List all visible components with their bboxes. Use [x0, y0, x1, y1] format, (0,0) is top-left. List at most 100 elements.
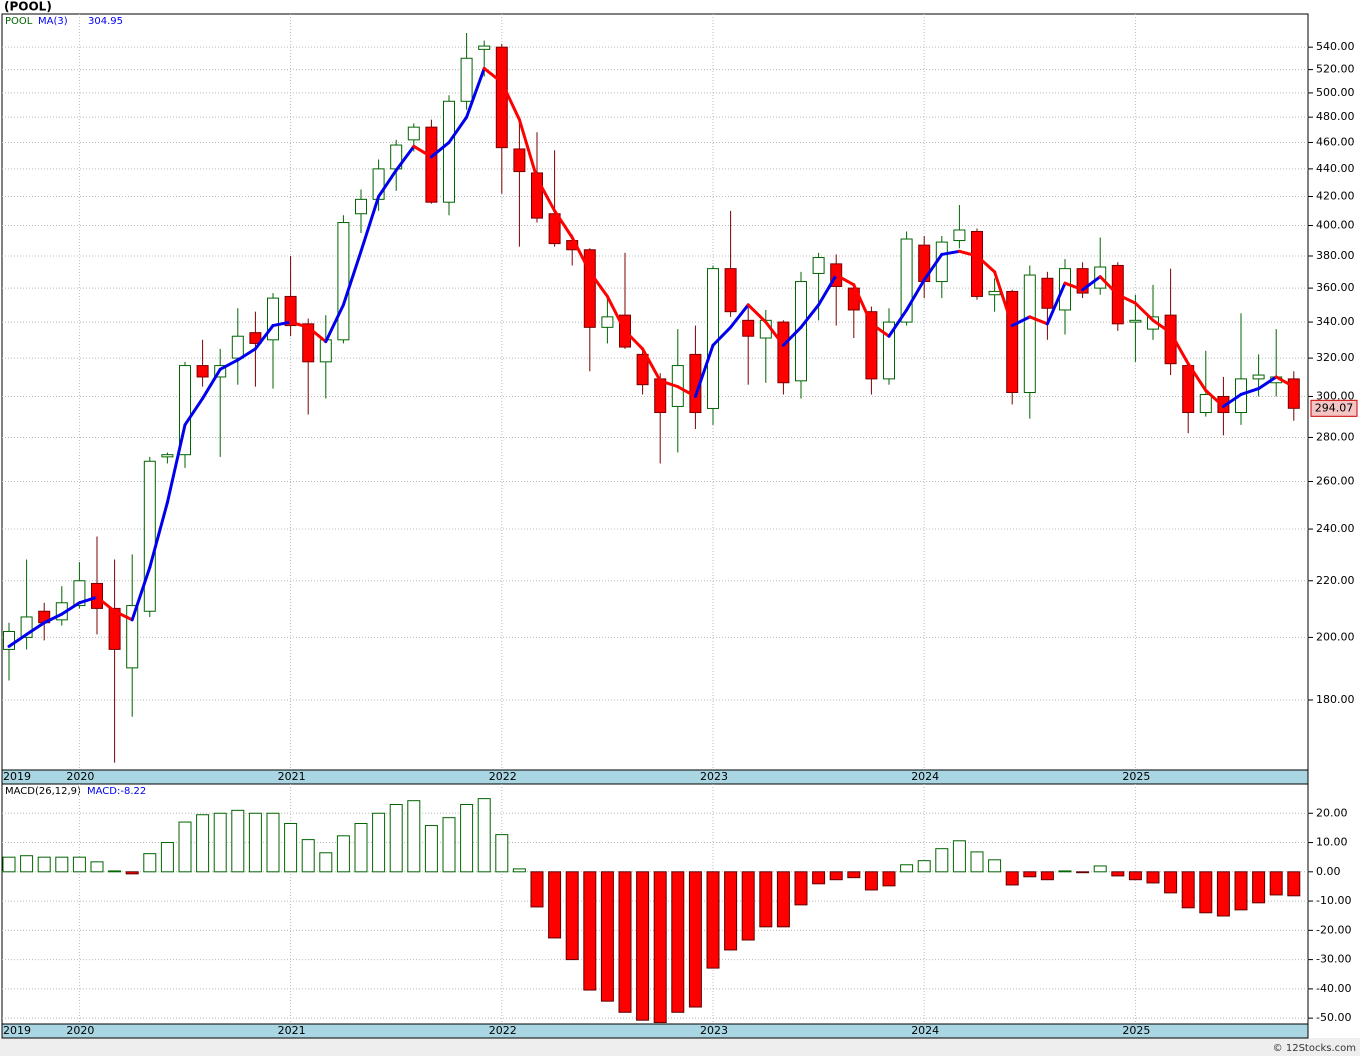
- candle-body: [179, 365, 191, 456]
- candle-body: [707, 268, 719, 409]
- macd-bar: [231, 809, 245, 873]
- ma-line: [1151, 318, 1173, 335]
- ma-line: [729, 303, 750, 329]
- macd-bar: [72, 856, 86, 873]
- macd-bar: [389, 803, 403, 873]
- ma-line: [1116, 293, 1137, 305]
- candle-body: [953, 229, 966, 242]
- macd-bar: [1023, 871, 1037, 878]
- macd-bar: [477, 798, 491, 873]
- x-tick-label: 2023: [700, 770, 728, 783]
- macd-bar: [864, 871, 878, 891]
- ma-line: [500, 80, 521, 122]
- x-tick-label: 2024: [911, 1024, 939, 1037]
- ma-line: [77, 595, 99, 605]
- x-tick-label: 2024: [911, 770, 939, 783]
- macd-bar: [424, 825, 438, 873]
- last-price-box: [1310, 399, 1358, 417]
- x-tick-label: 2019: [3, 1024, 31, 1037]
- macd-bar: [935, 848, 949, 873]
- candle-body: [583, 249, 596, 328]
- y-tick-label: 400.00: [1316, 219, 1355, 232]
- y-tick-label: 180.00: [1316, 693, 1355, 706]
- chart-title: (POOL): [4, 0, 52, 14]
- macd-bar: [1199, 871, 1213, 914]
- candle-body: [812, 257, 825, 274]
- legend-symbol: POOL: [5, 16, 33, 27]
- macd-bar: [970, 851, 984, 873]
- ma-line: [553, 209, 574, 240]
- candle-body: [478, 45, 491, 50]
- x-tick-label: 2019: [3, 770, 31, 783]
- macd-value: MACD:-8.22: [87, 786, 146, 797]
- x-tick-label: 2022: [489, 1024, 517, 1037]
- macd-title: MACD(26,12,9): [5, 786, 81, 797]
- macd-bar: [776, 871, 790, 928]
- macd-bar: [37, 856, 51, 873]
- ma-line: [165, 423, 187, 504]
- ma-line: [641, 347, 662, 383]
- legend-ma-value: 304.95: [88, 16, 123, 27]
- macd-bar: [706, 871, 720, 969]
- candle-body: [249, 332, 262, 344]
- macd-bar: [741, 871, 755, 941]
- macd-bar: [1269, 871, 1283, 896]
- x-tick-label: 2023: [700, 1024, 728, 1037]
- y-tick-label: 240.00: [1316, 522, 1355, 535]
- candle-body: [425, 126, 438, 203]
- ma-line: [658, 379, 680, 389]
- ma-line: [764, 320, 785, 347]
- ma-line: [95, 595, 117, 613]
- macd-bar: [442, 817, 456, 873]
- ma-line: [588, 270, 609, 298]
- ma-line: [218, 358, 240, 371]
- ma-line: [412, 144, 433, 159]
- candle-body: [460, 57, 473, 102]
- ma-line: [957, 249, 979, 258]
- candle-body: [1023, 274, 1036, 394]
- macd-bar: [354, 823, 368, 873]
- ma-line: [1204, 389, 1225, 408]
- y-tick-label: -50.00: [1316, 1011, 1351, 1024]
- y-tick-label: -30.00: [1316, 953, 1351, 966]
- y-tick-label: 440.00: [1316, 162, 1355, 175]
- macd-bar: [847, 871, 861, 879]
- candle-body: [161, 454, 174, 458]
- x-tick-label: 2021: [278, 1024, 306, 1037]
- macd-bar: [143, 853, 157, 873]
- candle-body: [865, 311, 878, 380]
- candle-body: [636, 353, 649, 386]
- x-tick-label: 2025: [1122, 770, 1150, 783]
- ma-line: [1063, 281, 1085, 292]
- candle-body: [443, 100, 455, 203]
- ma-line: [359, 195, 381, 253]
- macd-bar: [812, 871, 826, 885]
- ma-line: [676, 385, 697, 398]
- ma-line: [975, 254, 997, 274]
- candle-body: [1199, 393, 1212, 414]
- ma-line: [1186, 362, 1208, 393]
- macd-bar: [178, 821, 192, 873]
- ma-line: [377, 168, 398, 199]
- ma-line: [535, 176, 557, 213]
- candle-body: [73, 580, 86, 607]
- candle-body: [900, 238, 913, 323]
- candle-body: [601, 316, 614, 328]
- x-tick-label: 2021: [278, 770, 306, 783]
- y-tick-label: -20.00: [1316, 923, 1351, 936]
- ma-line: [781, 325, 803, 347]
- ma-line: [148, 500, 169, 569]
- y-tick-label: 220.00: [1316, 574, 1355, 587]
- ma-line: [1098, 275, 1120, 297]
- y-tick-label: 20.00: [1316, 806, 1348, 819]
- candle-body: [108, 607, 121, 650]
- macd-bar: [1076, 871, 1090, 874]
- y-tick-label: 420.00: [1316, 190, 1355, 203]
- ma-line: [42, 612, 64, 625]
- candle-body: [531, 172, 543, 219]
- ma-line: [306, 325, 328, 344]
- macd-bar: [1287, 871, 1301, 897]
- y-tick-label: 340.00: [1316, 315, 1355, 328]
- macd-bar: [530, 871, 544, 908]
- ma-line: [482, 66, 504, 84]
